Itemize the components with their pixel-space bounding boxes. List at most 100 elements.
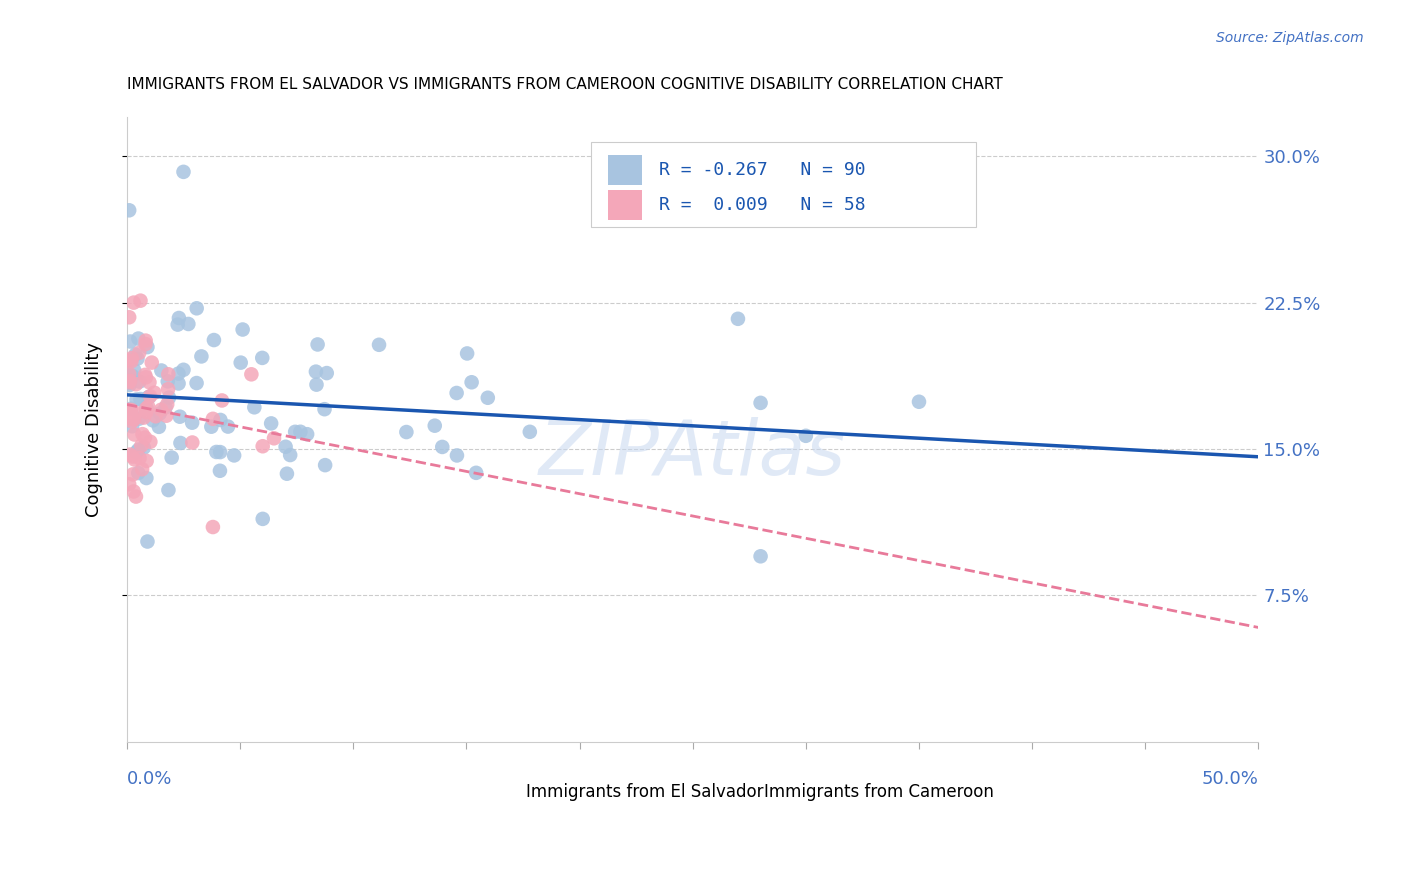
Point: [177, 317, 200, 331]
Point: [122, 412, 145, 426]
Point: [131, 427, 153, 442]
Point: [456, 346, 478, 360]
Point: [135, 334, 157, 348]
Point: [240, 368, 263, 382]
Point: [124, 452, 146, 467]
Point: [749, 549, 772, 564]
Point: [120, 354, 142, 368]
Point: [141, 356, 163, 370]
Point: [211, 393, 233, 408]
Point: [135, 370, 157, 384]
Point: [217, 419, 239, 434]
Point: [118, 203, 141, 218]
Point: [127, 442, 149, 457]
Y-axis label: Cognitive Disability: Cognitive Disability: [86, 342, 103, 517]
Text: 50.0%: 50.0%: [1202, 770, 1258, 788]
Point: [139, 434, 162, 449]
Point: [118, 310, 141, 325]
Point: [121, 412, 143, 426]
Point: [160, 450, 183, 465]
Point: [121, 419, 143, 434]
Point: [128, 411, 150, 425]
Point: [127, 351, 149, 366]
Point: [121, 369, 143, 384]
Text: IMMIGRANTS FROM EL SALVADOR VS IMMIGRANTS FROM CAMEROON COGNITIVE DISABILITY COR: IMMIGRANTS FROM EL SALVADOR VS IMMIGRANT…: [127, 78, 1002, 93]
Point: [132, 410, 155, 425]
Point: [181, 435, 204, 450]
Point: [201, 520, 224, 534]
Point: [118, 367, 141, 381]
Text: R = -0.267   N = 90: R = -0.267 N = 90: [659, 161, 865, 179]
Point: [305, 377, 328, 392]
Point: [128, 451, 150, 466]
Point: [209, 413, 232, 427]
Point: [118, 477, 141, 491]
Point: [167, 376, 190, 391]
Point: [278, 448, 301, 462]
Point: [166, 318, 188, 332]
Point: [120, 401, 142, 416]
FancyBboxPatch shape: [607, 155, 641, 186]
Point: [129, 293, 152, 308]
Point: [118, 369, 141, 384]
Point: [202, 333, 225, 347]
Point: [150, 363, 173, 377]
Point: [305, 365, 328, 379]
FancyBboxPatch shape: [733, 780, 758, 801]
Point: [150, 402, 173, 417]
Point: [135, 401, 157, 415]
Point: [190, 350, 212, 364]
Point: [465, 466, 488, 480]
Point: [263, 431, 285, 445]
Point: [727, 311, 749, 326]
Point: [274, 440, 297, 454]
Point: [209, 445, 232, 459]
Point: [122, 467, 145, 482]
Point: [124, 406, 146, 420]
Point: [127, 466, 149, 480]
Text: 0.0%: 0.0%: [127, 770, 173, 788]
Point: [136, 534, 159, 549]
Point: [138, 390, 160, 404]
Text: Source: ZipAtlas.com: Source: ZipAtlas.com: [1216, 31, 1364, 45]
Point: [252, 351, 274, 365]
Point: [446, 386, 468, 401]
FancyBboxPatch shape: [607, 190, 641, 219]
Point: [121, 450, 143, 464]
Point: [157, 391, 180, 405]
Point: [134, 431, 156, 445]
Point: [121, 351, 143, 365]
Point: [395, 425, 418, 439]
Point: [290, 425, 312, 439]
Point: [125, 392, 148, 407]
Point: [229, 356, 252, 370]
Point: [139, 389, 162, 403]
Point: [120, 407, 142, 421]
Point: [125, 490, 148, 504]
Point: [232, 322, 254, 336]
Point: [205, 445, 228, 459]
Point: [173, 363, 195, 377]
FancyBboxPatch shape: [591, 142, 976, 227]
Point: [173, 165, 195, 179]
Point: [135, 471, 157, 485]
Point: [118, 378, 141, 392]
Point: [148, 420, 170, 434]
Point: [120, 374, 142, 388]
Point: [145, 409, 167, 424]
Point: [432, 440, 454, 454]
Point: [519, 425, 541, 439]
Point: [142, 413, 165, 427]
Point: [136, 391, 159, 405]
Text: Immigrants from Cameroon: Immigrants from Cameroon: [763, 782, 994, 801]
Point: [143, 385, 166, 400]
Point: [169, 436, 191, 450]
Point: [908, 394, 931, 409]
Point: [136, 340, 159, 354]
Point: [127, 332, 149, 346]
Point: [135, 454, 157, 468]
Point: [749, 396, 772, 410]
Point: [224, 449, 246, 463]
Point: [477, 391, 499, 405]
Point: [423, 418, 446, 433]
